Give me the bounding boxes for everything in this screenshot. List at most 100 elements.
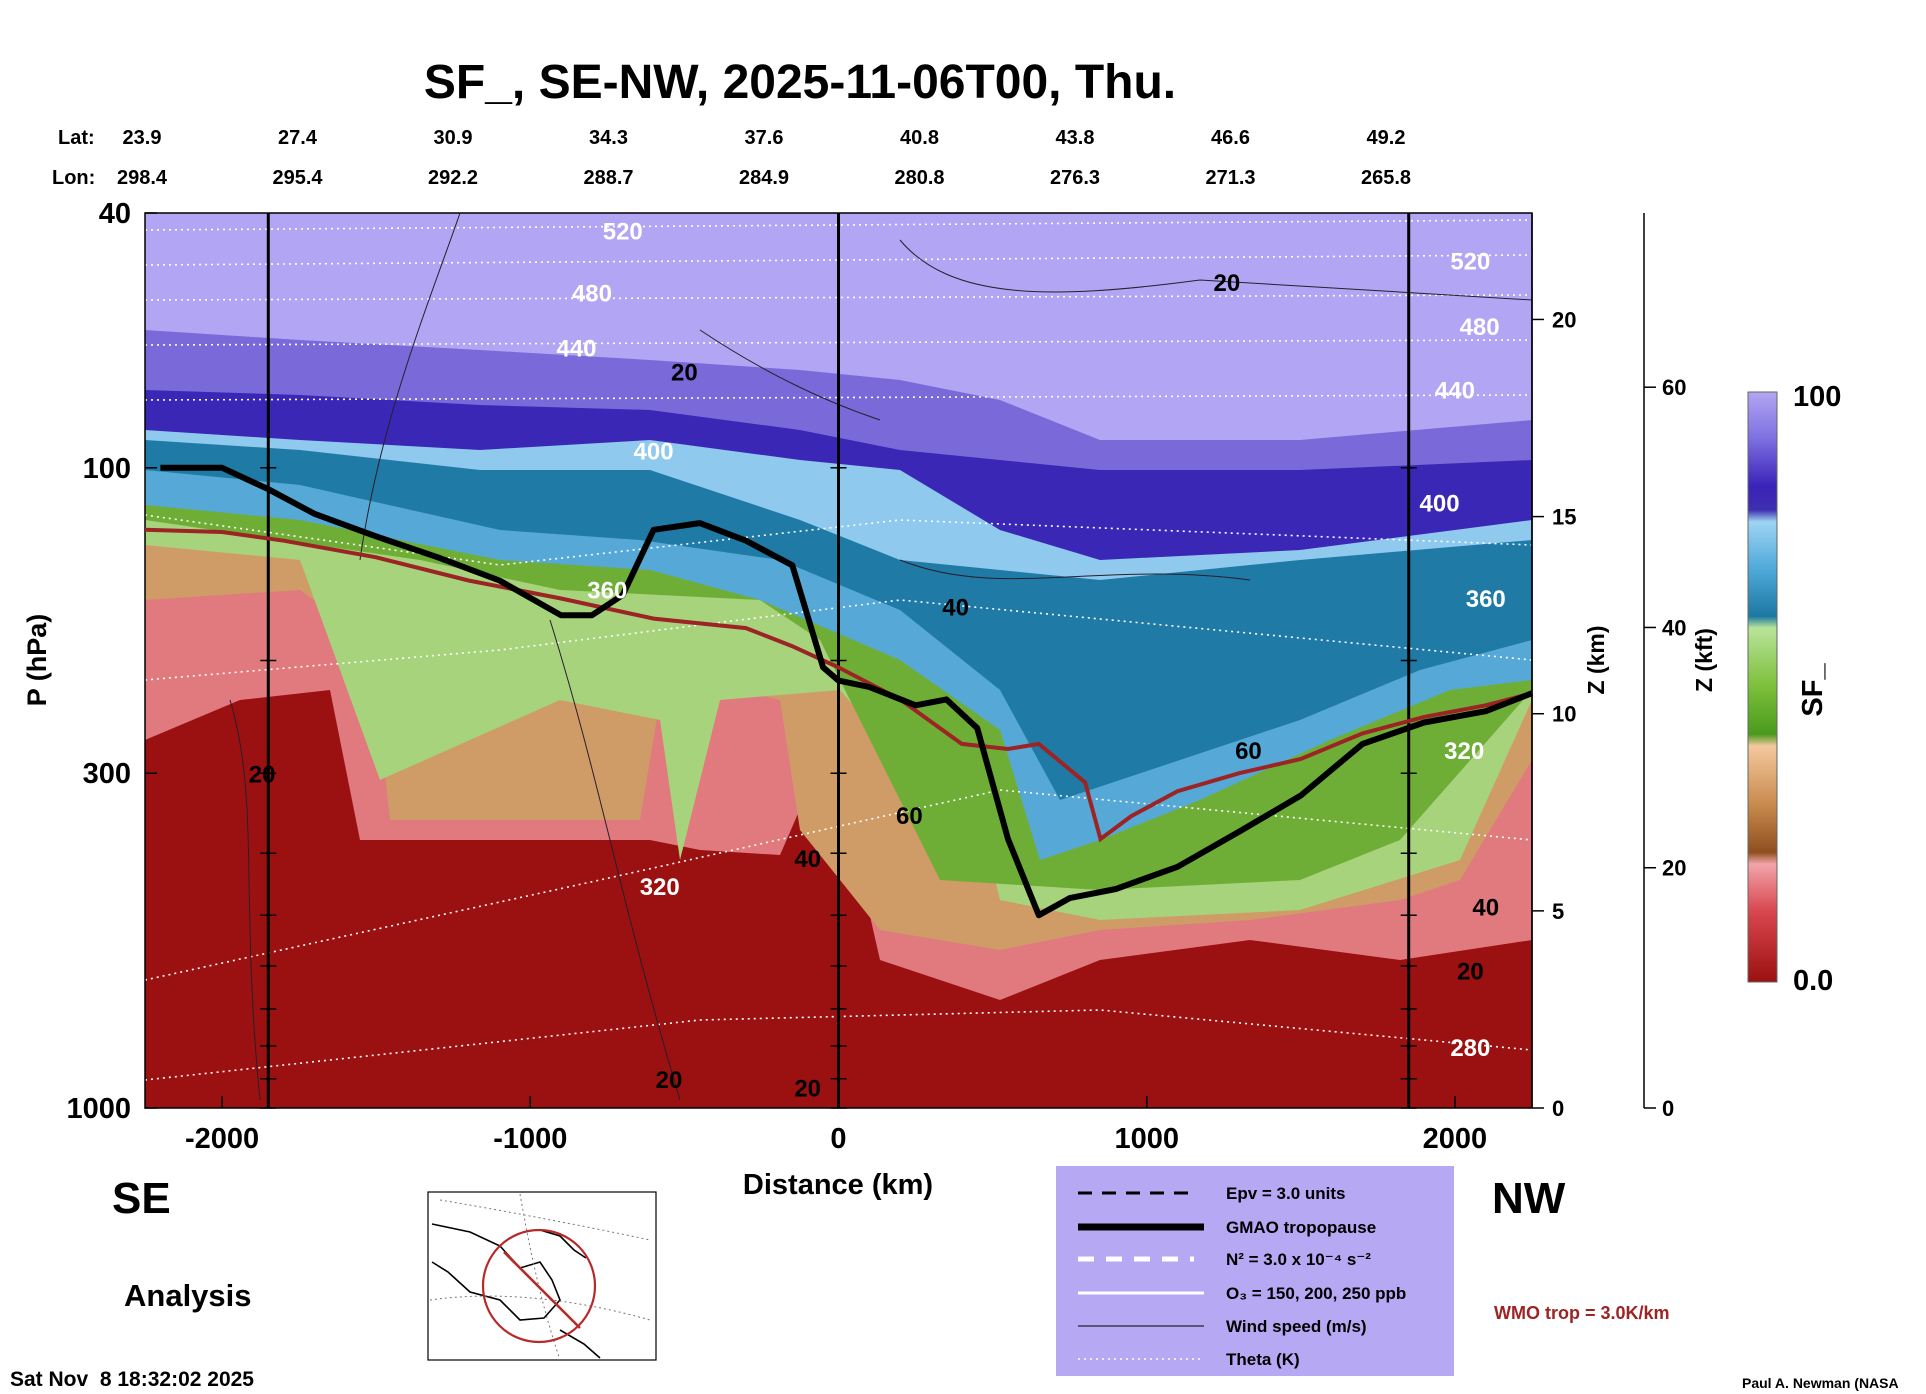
- z-km-axis-label: Z (km): [1583, 626, 1609, 695]
- legend: Epv = 3.0 units GMAO tropopause N² = 3.0…: [1056, 1166, 1454, 1376]
- lat-value: 27.4: [278, 127, 318, 149]
- theta-contour-label: 480: [1460, 314, 1500, 341]
- z-tick-label: 15: [1552, 505, 1576, 530]
- lon-value: 284.9: [739, 167, 789, 189]
- x-tick-label: 1000: [1114, 1123, 1179, 1155]
- wind-contour-label: 60: [1235, 738, 1262, 765]
- lon-row-label: Lon:: [52, 167, 95, 189]
- theta-contour-label: 360: [1466, 586, 1506, 613]
- lat-value: 40.8: [900, 127, 939, 149]
- legend-o3-label: O₃ = 150, 200, 250 ppb: [1226, 1284, 1406, 1303]
- wind-contour-line: [549, 619, 681, 1101]
- wind-contour-label: 20: [794, 1076, 821, 1103]
- lon-value: 265.8: [1361, 167, 1411, 189]
- z-tick-label: 0: [1552, 1096, 1564, 1121]
- lat-value: 34.3: [589, 127, 628, 149]
- lon-value: 288.7: [583, 167, 633, 189]
- lat-value: 30.9: [434, 127, 473, 149]
- wind-contour-label: 20: [656, 1067, 683, 1094]
- theta-contour-label: 440: [556, 335, 596, 362]
- wind-contour-line: [699, 329, 881, 421]
- theta-contours: [145, 219, 1532, 1081]
- z-kft-tick-label: 60: [1662, 375, 1686, 400]
- lat-row-label: Lat:: [58, 127, 95, 149]
- z-tick-label: 20: [1552, 307, 1576, 332]
- colorbar: [1747, 391, 1778, 983]
- p-tick-label: 300: [83, 758, 131, 790]
- lat-value: 46.6: [1211, 127, 1250, 149]
- x-tick-label: 0: [830, 1123, 846, 1155]
- gmao-tropopause-line: [160, 464, 1534, 919]
- wind-contour-label: 20: [1214, 270, 1241, 297]
- theta-contour-label: 440: [1435, 378, 1475, 405]
- legend-box: [1056, 1166, 1454, 1376]
- inset-map: [427, 1191, 657, 1361]
- analysis-label: Analysis: [124, 1278, 252, 1313]
- z-kft-axis-label: Z (kft): [1691, 628, 1717, 692]
- x-tick-label: -2000: [185, 1123, 259, 1155]
- theta-contour-label: 520: [1450, 248, 1490, 275]
- y-axis-label: P (hPa): [22, 614, 52, 707]
- chart-title: SF_, SE-NW, 2025-11-06T00, Thu.: [424, 56, 1176, 109]
- lon-value: 292.2: [428, 167, 478, 189]
- wind-contour-label: 20: [671, 359, 698, 386]
- lat-value: 37.6: [745, 127, 784, 149]
- z-tick-label: 5: [1552, 899, 1564, 924]
- contour-labels: 520 480 440 400 360 320 280 520 480 440 400 360 320 2…: [249, 219, 1506, 1103]
- z-kft-tick-label: 40: [1662, 615, 1686, 640]
- lat-value: 49.2: [1367, 127, 1406, 149]
- colorbar-max-label: 100: [1793, 381, 1841, 413]
- z-kft-axis-ticks: 0 20 40 60: [1644, 375, 1686, 1121]
- wind-contour-line: [359, 213, 461, 561]
- wind-contour-label: 60: [896, 803, 923, 830]
- p-tick-label: 1000: [66, 1093, 131, 1125]
- theta-contour-label: 360: [587, 577, 627, 604]
- tropopause-lines: [144, 464, 1534, 919]
- theta-contour-line: [145, 514, 1532, 566]
- inset-map-frame: [427, 1191, 657, 1361]
- x-axis-label: Distance (km): [743, 1169, 933, 1201]
- wind-contours: [229, 213, 1532, 1101]
- z-kft-tick-label: 0: [1662, 1096, 1674, 1121]
- colorbar-min-label: 0.0: [1793, 965, 1833, 997]
- lon-value: 295.4: [272, 167, 323, 189]
- inset-map-gridline: [429, 1193, 651, 1361]
- lat-value: 43.8: [1056, 127, 1095, 149]
- legend-gmao-label: GMAO tropopause: [1226, 1218, 1376, 1237]
- lon-value: 298.4: [117, 167, 168, 189]
- lon-value: 280.8: [894, 167, 944, 189]
- wind-contour-line: [899, 559, 1251, 581]
- inset-map-transect: [503, 1251, 581, 1329]
- theta-contour-label: 520: [603, 219, 643, 246]
- x-axis-ticks: -2000 -1000 0 1000 2000: [185, 1096, 1487, 1155]
- se-label: SE: [112, 1174, 171, 1223]
- wind-contour-label: 40: [794, 846, 821, 873]
- wind-contour-label: 40: [1472, 894, 1499, 921]
- colorbar-title: SF_: [1797, 663, 1829, 717]
- credit: Paul A. Newman (NASA: [1742, 1375, 1899, 1391]
- legend-wind-label: Wind speed (m/s): [1226, 1317, 1367, 1336]
- theta-contour-label: 280: [1450, 1035, 1490, 1062]
- z-tick-label: 10: [1552, 702, 1576, 727]
- x-tick-label: 2000: [1423, 1123, 1488, 1155]
- wind-contour-label: 20: [1457, 959, 1484, 986]
- plot-area: [145, 213, 1532, 1108]
- nw-label: NW: [1492, 1174, 1566, 1223]
- lat-value: 23.9: [123, 127, 162, 149]
- theta-contour-label: 400: [1420, 490, 1460, 517]
- wind-contour-line: [229, 699, 261, 1101]
- wmo-trop-label: WMO trop = 3.0K/km: [1494, 1303, 1670, 1323]
- theta-contour-label: 320: [1444, 738, 1484, 765]
- wind-contour-line: [899, 239, 1532, 301]
- lat-lon-labels: 23.9 27.4 30.9 34.3 37.6 40.8 43.8 46.6 49.2 298.…: [117, 127, 1411, 189]
- legend-theta-label: Theta (K): [1226, 1350, 1300, 1369]
- x-tick-label: -1000: [493, 1123, 567, 1155]
- timestamp: Sat Nov 8 18:32:02 2025: [10, 1368, 254, 1391]
- z-kft-tick-label: 20: [1662, 856, 1686, 881]
- wind-contour-label: 20: [249, 761, 276, 788]
- lon-value: 276.3: [1050, 167, 1100, 189]
- legend-epv-label: Epv = 3.0 units: [1226, 1184, 1346, 1203]
- legend-n2-label: N² = 3.0 x 10⁻⁴ s⁻²: [1226, 1250, 1371, 1269]
- p-tick-label: 40: [99, 198, 131, 230]
